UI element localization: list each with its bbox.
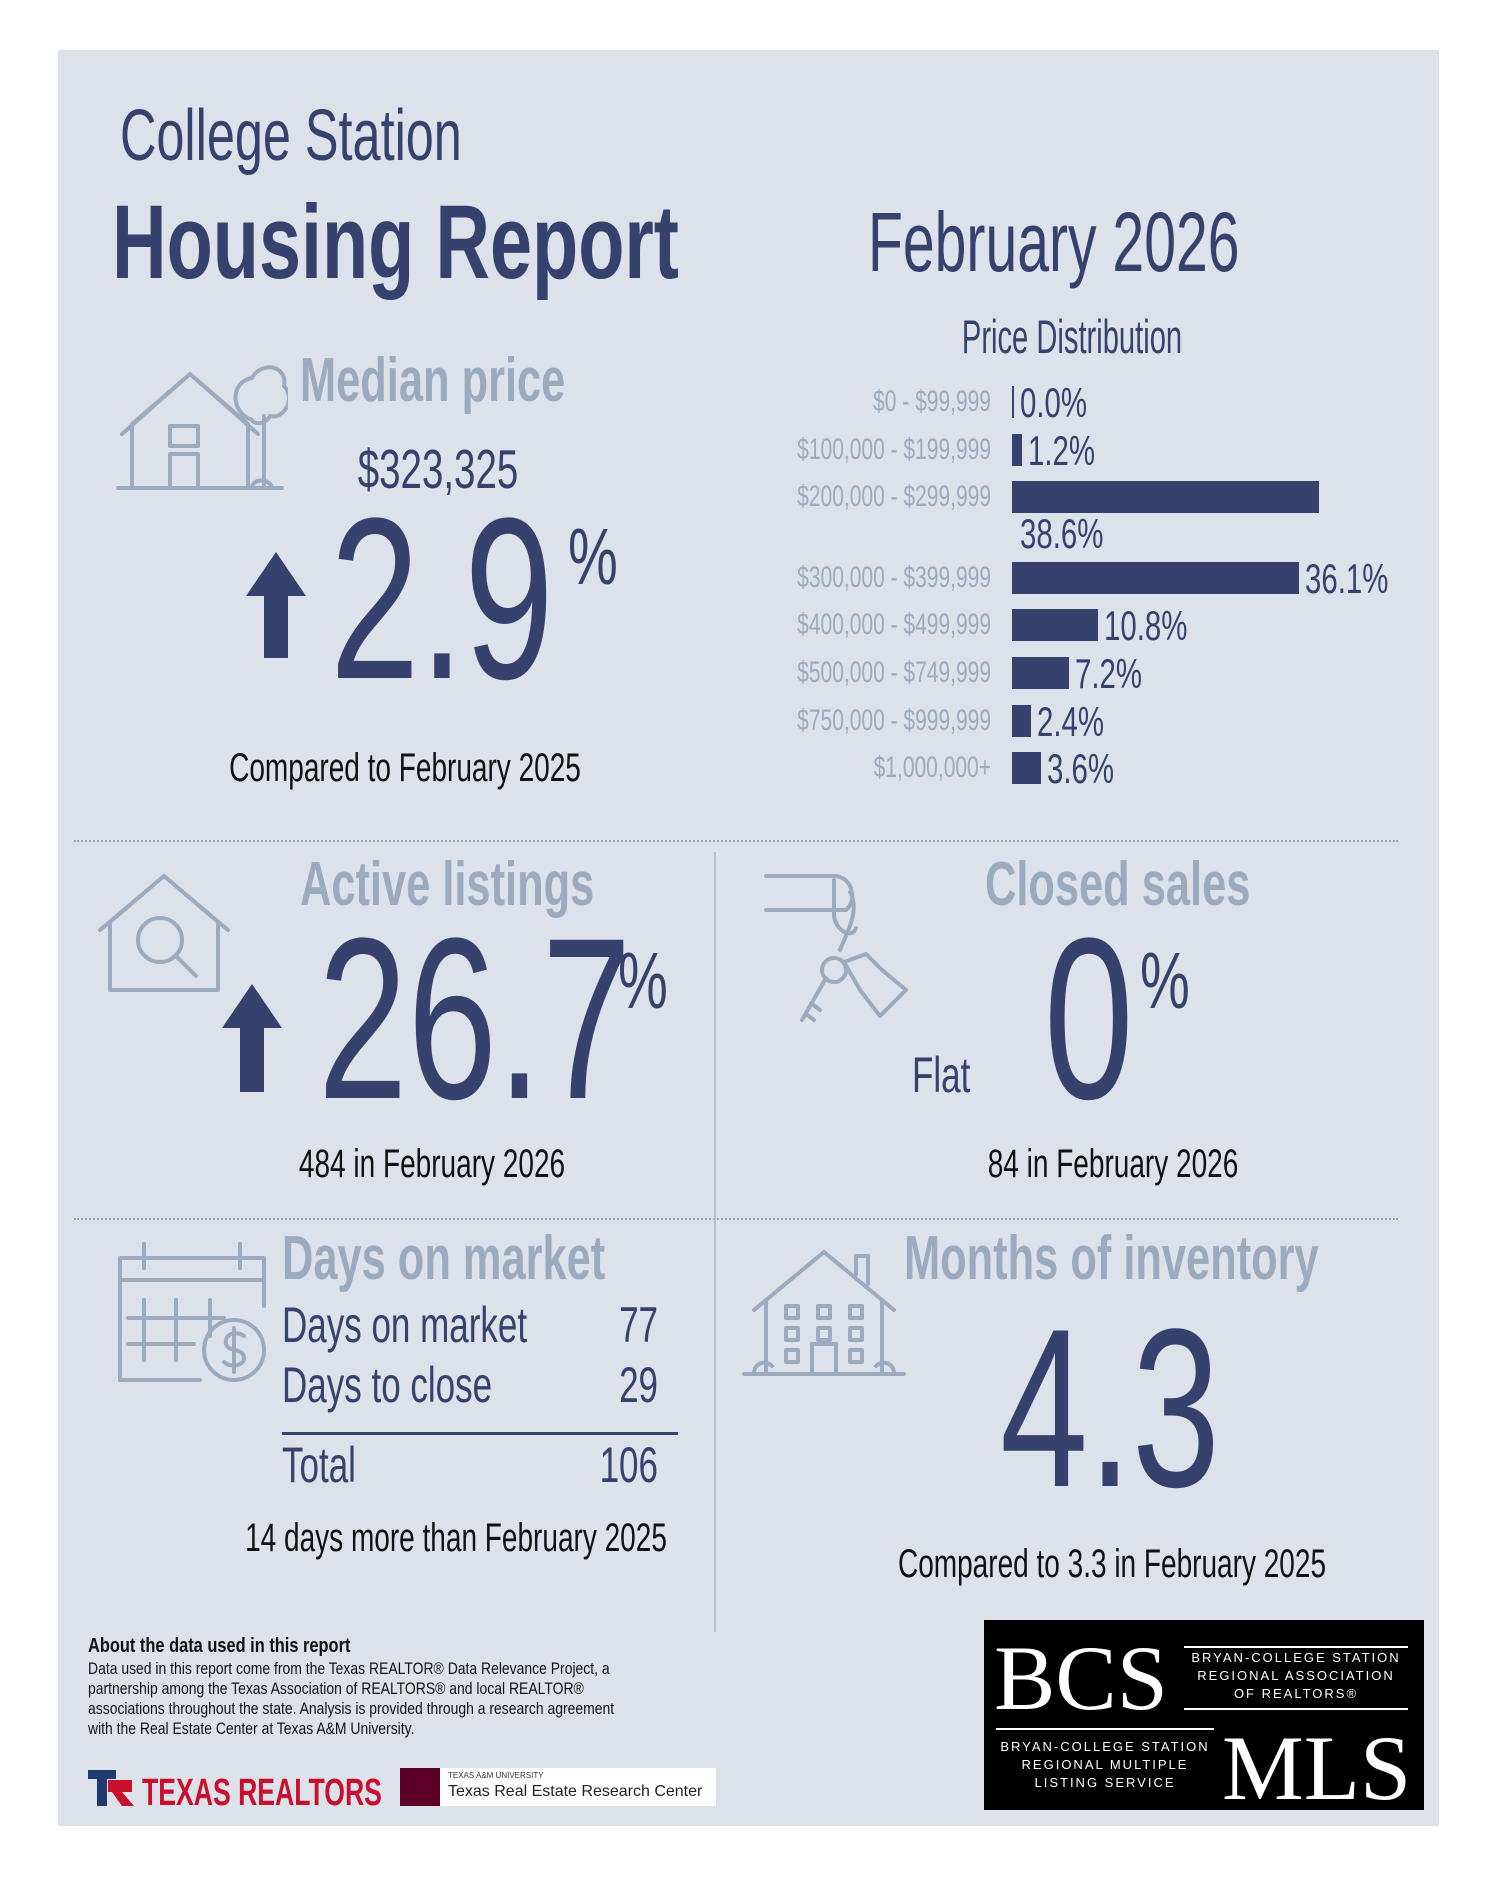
tamu-mark	[400, 1768, 440, 1806]
median-price: $323,325	[357, 438, 519, 500]
logo-rule	[996, 1728, 1214, 1730]
bcs-mark: BCS	[994, 1627, 1168, 1729]
about-title: About the data used in this report	[88, 1635, 351, 1657]
calendar-icon	[118, 1242, 266, 1382]
building-icon	[742, 1250, 906, 1376]
value-label: 2.4%	[1037, 698, 1105, 745]
bar	[1012, 434, 1022, 466]
value-label: 38.6%	[1020, 510, 1104, 557]
value-label: 1.2%	[1027, 427, 1095, 474]
search-house-icon	[98, 874, 230, 992]
about-line: associations throughout the state. Analy…	[88, 1699, 615, 1718]
median-note: Compared to February 2025	[229, 746, 581, 790]
dom-note: 14 days more than February 2025	[245, 1516, 667, 1560]
total-rule	[282, 1432, 678, 1435]
logo-rule	[1184, 1708, 1408, 1710]
percent-sign: %	[568, 512, 618, 601]
value-label: 7.2%	[1075, 650, 1143, 697]
logo-rule	[1184, 1646, 1408, 1648]
active-title: Active listings	[300, 850, 595, 919]
bcs-assoc: REGIONAL ASSOCIATION	[1197, 1668, 1395, 1683]
tamu-small: TEXAS A&M UNIVERSITY	[448, 1771, 544, 1780]
dom-row-label: Days on market	[282, 1297, 528, 1353]
tamu-name: Texas Real Estate Research Center	[448, 1783, 703, 1800]
median-change: 2.9	[330, 470, 554, 727]
bcs-logo	[984, 1620, 1424, 1810]
dom-row-label: Total	[282, 1437, 356, 1493]
bar	[1012, 481, 1319, 513]
category-label: $750,000 - $999,999	[797, 704, 991, 737]
bcs-mls-line: LISTING SERVICE	[1034, 1775, 1176, 1790]
dom-row-value: 77	[619, 1297, 658, 1353]
value-label: 0.0%	[1020, 379, 1088, 426]
dom-row-label: Days to close	[282, 1357, 493, 1413]
bar	[1012, 752, 1041, 784]
moi-value: 4.3	[1000, 1281, 1220, 1534]
dom-title: Days on market	[282, 1224, 606, 1293]
value-label: 36.1%	[1305, 555, 1389, 602]
active-note: 484 in February 2026	[298, 1142, 566, 1186]
bar	[1012, 386, 1014, 418]
closed-note: 84 in February 2026	[987, 1142, 1239, 1186]
bar	[1012, 657, 1070, 689]
up-arrow	[246, 552, 306, 658]
median-title: Median price	[300, 346, 566, 415]
divider	[74, 840, 1398, 842]
bar	[1012, 562, 1300, 594]
texas-realtors-mark	[88, 1770, 134, 1806]
divider	[714, 852, 716, 1632]
hand-key-icon	[764, 874, 908, 1022]
moi-note: Compared to 3.3 in February 2025	[897, 1542, 1327, 1586]
mls-mark: MLS	[1222, 1717, 1412, 1819]
percent-sign: %	[618, 936, 668, 1025]
report-title: Housing Report	[112, 184, 679, 301]
tamu-box	[440, 1768, 716, 1806]
percent-sign: %	[1140, 936, 1190, 1025]
bcs-assoc: OF REALTORS®	[1233, 1686, 1359, 1701]
active-change: 26.7	[318, 890, 632, 1147]
category-label: $300,000 - $399,999	[797, 561, 991, 594]
about-line: with the Real Estate Center at Texas A&M…	[88, 1719, 415, 1738]
bcs-mls-line: REGIONAL MULTIPLE	[1021, 1757, 1189, 1772]
bar	[1012, 609, 1098, 641]
category-label: $0 - $99,999	[873, 385, 991, 418]
about-line: partnership among the Texas Association …	[88, 1679, 584, 1698]
bcs-mls-line: BRYAN-COLLEGE STATION	[1000, 1739, 1210, 1754]
closed-trend: Flat	[912, 1047, 971, 1103]
dom-row-value: 29	[619, 1357, 658, 1413]
dom-row-value: 106	[599, 1437, 658, 1493]
closed-title: Closed sales	[985, 850, 1251, 919]
city: College Station	[120, 96, 462, 176]
category-label: $1,000,000+	[873, 751, 991, 784]
bar	[1012, 705, 1032, 737]
divider	[74, 1218, 1398, 1220]
up-arrow	[222, 984, 282, 1092]
value-label: 3.6%	[1046, 745, 1114, 792]
value-label: 10.8%	[1103, 602, 1188, 649]
report-period: February 2026	[868, 195, 1240, 289]
texas-realtors: TEXAS REALTORS	[142, 1772, 382, 1814]
category-label: $100,000 - $199,999	[797, 433, 991, 466]
category-label: $400,000 - $499,999	[797, 608, 991, 641]
closed-change: 0	[1044, 890, 1134, 1147]
about-line: Data used in this report come from the T…	[88, 1659, 610, 1678]
category-label: $200,000 - $299,999	[797, 480, 991, 513]
distribution-title: Price Distribution	[961, 310, 1183, 363]
moi-title: Months of inventory	[904, 1224, 1319, 1293]
category-label: $500,000 - $749,999	[797, 656, 991, 689]
bcs-assoc: BRYAN-COLLEGE STATION	[1191, 1650, 1401, 1665]
house-tree-icon	[116, 365, 288, 490]
report-panel	[58, 50, 1439, 1826]
